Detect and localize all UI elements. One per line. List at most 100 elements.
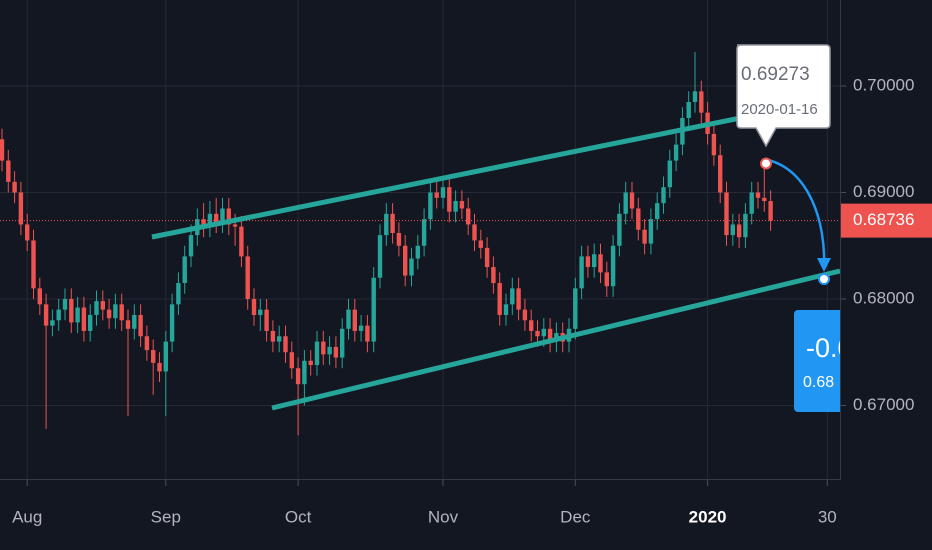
candle-body bbox=[245, 256, 250, 299]
last-price-box bbox=[841, 203, 932, 238]
candle-body bbox=[365, 325, 370, 342]
arrow-head bbox=[817, 258, 831, 272]
candle-body bbox=[258, 309, 263, 315]
candle-body bbox=[667, 160, 672, 188]
candle-body bbox=[503, 304, 509, 315]
candle-body bbox=[692, 91, 698, 103]
candle-body bbox=[699, 91, 704, 113]
candle-body bbox=[358, 325, 364, 331]
candle-body bbox=[157, 362, 162, 372]
candle-body bbox=[321, 341, 326, 355]
candle-body bbox=[25, 224, 30, 241]
candle-body bbox=[510, 288, 515, 305]
candle-body bbox=[371, 277, 376, 342]
candle-body bbox=[81, 307, 87, 331]
candle-body bbox=[169, 304, 175, 342]
candle-body bbox=[453, 201, 458, 212]
candle-body bbox=[220, 208, 225, 223]
x-tick-label: Nov bbox=[428, 507, 459, 526]
candle-body bbox=[270, 330, 276, 342]
candle-body bbox=[327, 346, 332, 355]
candle-body bbox=[484, 247, 490, 268]
candle-body bbox=[636, 208, 641, 230]
candle-body bbox=[516, 288, 521, 310]
candle-body bbox=[541, 328, 546, 337]
candle-body bbox=[434, 192, 439, 198]
candle-body bbox=[629, 192, 635, 209]
candle-body bbox=[201, 219, 206, 227]
candle-body bbox=[377, 235, 383, 278]
candle-body bbox=[56, 309, 61, 321]
candle-body bbox=[232, 224, 238, 227]
x-tick-label: 30 bbox=[818, 507, 837, 526]
candle-body bbox=[69, 298, 74, 323]
candle-body bbox=[295, 368, 301, 385]
candle-body bbox=[730, 224, 735, 236]
candle-body bbox=[459, 201, 465, 209]
candle-body bbox=[88, 314, 93, 331]
candle-body bbox=[12, 181, 17, 193]
candle-body bbox=[478, 240, 483, 248]
projection-end bbox=[818, 273, 830, 285]
candle-body bbox=[762, 197, 767, 202]
candle-body bbox=[598, 254, 603, 273]
candle-body bbox=[497, 283, 502, 315]
candle-body bbox=[132, 314, 137, 329]
candle-body bbox=[207, 213, 213, 227]
candle-body bbox=[466, 208, 471, 225]
candle-body bbox=[390, 213, 395, 233]
candle-body bbox=[302, 360, 307, 385]
candle-body bbox=[736, 224, 742, 238]
candle-body bbox=[415, 245, 420, 259]
x-tick-label: 2020 bbox=[689, 507, 727, 526]
candle-body bbox=[579, 256, 584, 289]
candle-body bbox=[31, 240, 36, 289]
last-price-label: 0.68736 bbox=[853, 210, 914, 229]
candle-body bbox=[768, 201, 773, 221]
candle-body bbox=[37, 288, 42, 305]
price-axis-panel bbox=[841, 0, 932, 550]
candle-body bbox=[125, 320, 131, 329]
candle-body bbox=[264, 309, 269, 331]
candle-body bbox=[724, 192, 729, 236]
candle-body bbox=[522, 309, 528, 321]
candle-body bbox=[151, 350, 156, 363]
tooltip: 0.69273 2020-01-16 bbox=[736, 44, 831, 148]
candle-body bbox=[226, 208, 231, 225]
projection-arrow bbox=[767, 158, 826, 269]
y-tick-label: 0.67000 bbox=[853, 395, 914, 414]
candle-body bbox=[661, 187, 666, 204]
candle-body bbox=[214, 213, 219, 223]
candle-body bbox=[100, 301, 105, 310]
candle-body bbox=[749, 192, 754, 214]
x-tick-label: Aug bbox=[12, 507, 42, 526]
candle-body bbox=[403, 245, 408, 276]
candle-body bbox=[604, 272, 609, 287]
time-axis-panel bbox=[0, 480, 841, 550]
candle-body bbox=[346, 309, 351, 329]
lower-channel-line bbox=[271, 268, 841, 411]
candle-body bbox=[491, 267, 496, 284]
candle-body bbox=[655, 203, 660, 220]
candle-body bbox=[409, 258, 414, 276]
tooltip-date: 2020-01-16 bbox=[741, 101, 818, 118]
candle-body bbox=[119, 304, 124, 321]
candle-body bbox=[18, 192, 24, 225]
candle-body bbox=[428, 192, 433, 220]
upper-channel-line bbox=[151, 109, 771, 240]
y-tick-label: 0.68000 bbox=[853, 288, 914, 307]
candle-body bbox=[421, 219, 427, 246]
candle-body bbox=[642, 229, 647, 244]
candle-body bbox=[308, 360, 313, 366]
candle-body bbox=[743, 213, 748, 238]
candle-body bbox=[573, 288, 578, 329]
tooltip-point bbox=[760, 157, 772, 170]
tooltip-box bbox=[736, 44, 831, 148]
candle-body bbox=[592, 254, 597, 268]
candle-body bbox=[314, 341, 320, 366]
candle-body bbox=[447, 187, 452, 212]
tooltip-value: 0.69273 bbox=[741, 64, 810, 85]
candle-body bbox=[623, 192, 628, 214]
candle-body bbox=[176, 283, 181, 305]
axes: 0.70000 0.69000 0.68000 0.67000 Aug Sep Oct Nov… bbox=[12, 76, 914, 527]
